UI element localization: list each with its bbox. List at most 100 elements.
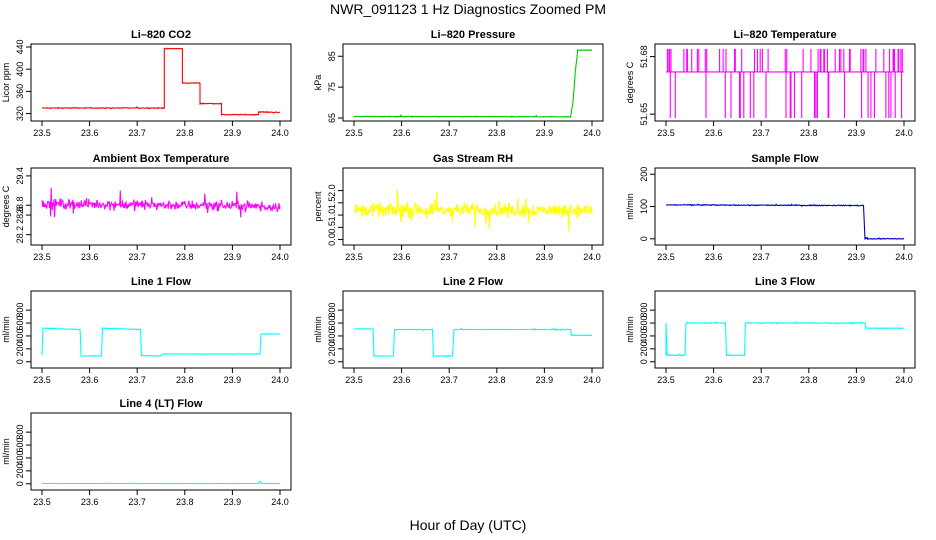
panel-title: Li–820 Temperature: [733, 29, 836, 41]
chart-panel-9: Line 3 Flow 23.5 23.6 23.7 23.8 23.9 24.0 0 2004…: [625, 276, 916, 385]
x-tick-label: 23.6: [705, 375, 723, 385]
y-tick-label: 51.68: [639, 45, 649, 68]
y-tick-label: 360: [15, 84, 25, 99]
x-tick-label: 23.5: [33, 375, 51, 385]
x-tick-label: 23.6: [393, 375, 411, 385]
chart-panel-6: Sample Flow 23.5 23.6 23.7 23.8 23.9 24.0 0 100 2…: [625, 153, 916, 262]
data-series-line: [353, 189, 593, 232]
x-tick-label: 23.7: [752, 375, 770, 385]
plot-frame: [342, 43, 604, 122]
y-tick-label: 2.0: [327, 184, 337, 197]
x-tick-label: 24.0: [583, 252, 601, 262]
y-tick-label: 400: [15, 450, 25, 465]
y-axis-label: kPa: [313, 75, 323, 91]
y-tick-label: 200: [15, 463, 25, 478]
data-series-line: [41, 187, 281, 218]
x-tick-label: 24.0: [271, 375, 289, 385]
y-tick-label: 400: [327, 328, 337, 343]
panel-title: Li–820 Pressure: [431, 29, 515, 41]
x-tick-label: 23.8: [800, 375, 818, 385]
data-series-line: [42, 47, 281, 116]
y-tick-label: 65: [327, 113, 337, 123]
x-tick-label: 23.5: [657, 375, 675, 385]
x-tick-label: 23.6: [393, 252, 411, 262]
x-tick-label: 23.9: [224, 375, 242, 385]
plot-frame: [30, 290, 292, 369]
x-tick-label: 23.5: [657, 128, 675, 138]
y-axis-label: Licor ppm: [1, 63, 11, 103]
y-tick-label: 100: [639, 199, 649, 214]
x-tick-label: 23.8: [176, 128, 194, 138]
x-tick-label: 23.7: [128, 497, 146, 507]
y-axis-label: percent: [313, 191, 323, 222]
y-tick-label: 800: [15, 303, 25, 318]
chart-panel-2: Li–820 Pressure 23.5 23.6 23.7 23.8 23.9 24.0 6…: [313, 29, 604, 138]
x-tick-label: 23.6: [705, 128, 723, 138]
x-tick-label: 23.6: [81, 252, 99, 262]
data-series-line: [666, 48, 904, 118]
x-tick-label: 23.7: [440, 128, 458, 138]
y-tick-label: 200: [15, 341, 25, 356]
chart-panel-1: Li–820 CO2 23.5 23.6 23.7 23.8 23.9 24.0 320 360…: [1, 29, 292, 138]
panel-title: Line 3 Flow: [755, 276, 815, 288]
panel-title: Line 4 (LT) Flow: [120, 398, 203, 410]
y-tick-label: 1.0: [327, 209, 337, 222]
y-tick-label: 28.2: [15, 226, 25, 244]
x-tick-label: 23.6: [81, 375, 99, 385]
y-tick-label: 75: [327, 82, 337, 92]
x-tick-label: 24.0: [895, 375, 913, 385]
x-tick-label: 23.8: [488, 252, 506, 262]
x-tick-label: 23.5: [33, 128, 51, 138]
y-tick-label: 400: [15, 62, 25, 77]
y-tick-label: 0: [639, 236, 649, 241]
y-axis-label: ml/min: [1, 316, 11, 343]
x-tick-label: 24.0: [271, 128, 289, 138]
y-tick-label: 0: [327, 359, 337, 364]
data-series-line: [353, 49, 593, 119]
plot-frame: [30, 43, 292, 122]
x-axis-title: Hour of Day (UTC): [409, 517, 527, 533]
x-tick-label: 23.7: [128, 128, 146, 138]
x-tick-label: 23.6: [705, 252, 723, 262]
y-axis-label: ml/min: [1, 438, 11, 465]
x-tick-label: 23.9: [848, 375, 866, 385]
x-tick-label: 23.9: [224, 252, 242, 262]
x-tick-label: 23.9: [536, 128, 554, 138]
y-tick-label: 320: [15, 106, 25, 121]
x-tick-label: 23.7: [440, 375, 458, 385]
x-tick-label: 23.9: [224, 497, 242, 507]
data-series-line: [41, 327, 281, 357]
chart-panel-8: Line 2 Flow 23.5 23.6 23.7 23.8 23.9 24.0 0 2004…: [313, 276, 604, 385]
y-tick-label: 800: [327, 303, 337, 318]
data-series-line: [665, 320, 905, 357]
y-tick-label: 200: [327, 341, 337, 356]
y-tick-label: 600: [15, 438, 25, 453]
x-tick-label: 23.5: [345, 252, 363, 262]
x-tick-label: 23.7: [752, 252, 770, 262]
data-series-line: [665, 203, 905, 241]
x-tick-label: 24.0: [895, 252, 913, 262]
x-tick-label: 23.9: [848, 128, 866, 138]
y-tick-label: 800: [15, 425, 25, 440]
y-axis-label: ml/min: [625, 316, 635, 343]
x-tick-label: 23.7: [128, 252, 146, 262]
y-axis-label: degrees C: [625, 61, 635, 103]
chart-panel-4: Ambient Box Temperature 23.5 23.6 23.7 23.8 2…: [1, 153, 292, 262]
y-tick-label: 85: [327, 51, 337, 61]
y-tick-label: 29.4: [15, 167, 25, 185]
x-tick-label: 24.0: [895, 128, 913, 138]
x-tick-label: 23.7: [128, 375, 146, 385]
plot-frame: [342, 167, 604, 246]
data-series-line: [353, 327, 593, 358]
x-tick-label: 23.6: [81, 497, 99, 507]
y-axis-label: ml/min: [313, 316, 323, 343]
x-tick-label: 23.9: [224, 128, 242, 138]
panel-title: Li–820 CO2: [131, 29, 191, 41]
chart-panel-10: Line 4 (LT) Flow 23.5 23.6 23.7 23.8 23.9 24.0…: [1, 398, 292, 507]
plot-frame: [30, 167, 292, 246]
y-axis-label: ml/min: [625, 193, 635, 220]
x-tick-label: 23.8: [176, 497, 194, 507]
x-tick-label: 23.8: [176, 252, 194, 262]
chart-panel-7: Line 1 Flow 23.5 23.6 23.7 23.8 23.9 24.0 0 2004…: [1, 276, 292, 385]
